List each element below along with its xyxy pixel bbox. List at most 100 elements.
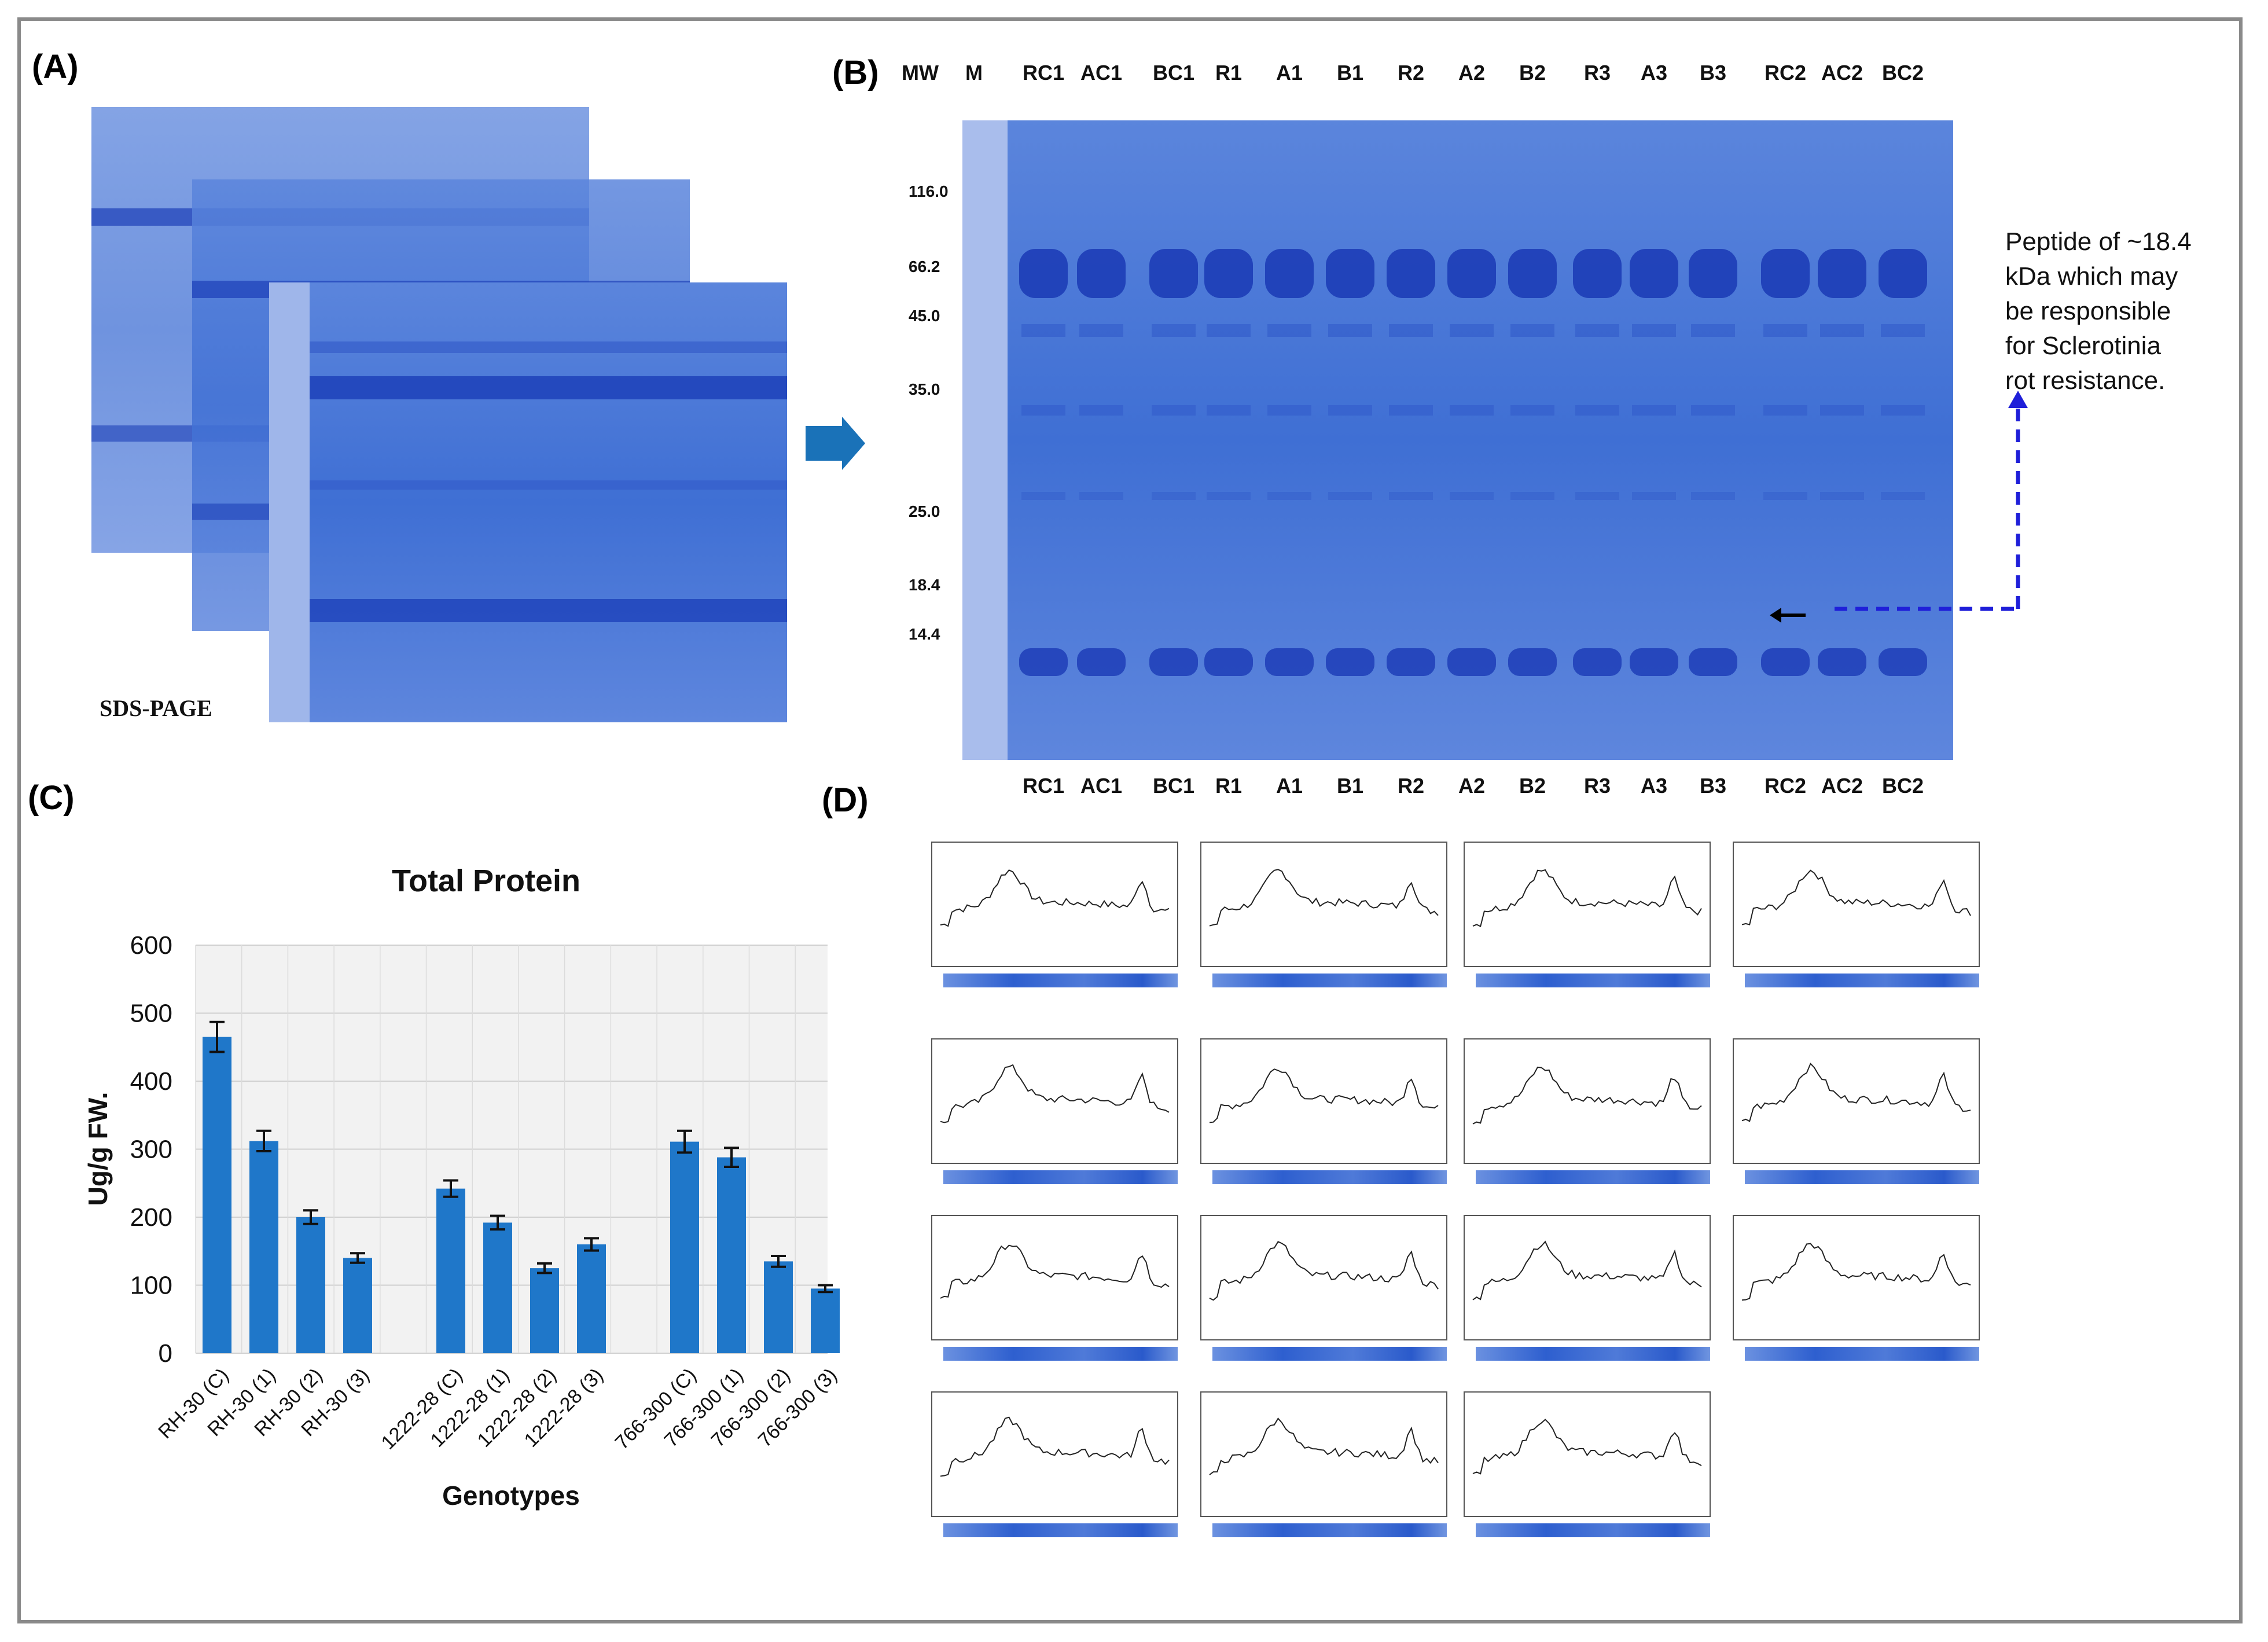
- annotation-line-2: kDa which may: [2005, 262, 2178, 291]
- band-14kda: [1630, 648, 1678, 676]
- densitometry-plot: [931, 1038, 1178, 1184]
- density-trace: [940, 1416, 1170, 1477]
- lane-label-bottom: R2: [1398, 774, 1424, 798]
- bar: [483, 1222, 512, 1353]
- band-66kda: [1630, 249, 1678, 298]
- band-14kda: [1508, 648, 1557, 676]
- lane-label-bottom: B2: [1519, 774, 1546, 798]
- band-66kda: [1689, 249, 1737, 298]
- bar: [249, 1141, 278, 1353]
- lane-strip: [943, 1523, 1178, 1537]
- lane-strip: [1212, 974, 1447, 987]
- y-tick-label: 500: [130, 1000, 172, 1028]
- band-14kda: [1019, 648, 1068, 676]
- lane-label-bottom: B1: [1337, 774, 1363, 798]
- gel-image-front: [269, 282, 787, 722]
- density-trace: [1472, 1419, 1702, 1475]
- lane-label-top: B2: [1519, 61, 1546, 85]
- x-axis-label: Genotypes: [442, 1481, 580, 1511]
- band-14kda: [1447, 648, 1496, 676]
- band-14kda: [1204, 648, 1253, 676]
- lane-strip: [1212, 1523, 1447, 1537]
- densitometry-plot: [1464, 842, 1711, 987]
- lane-strip: [1476, 1523, 1710, 1537]
- lane-strip: [943, 1170, 1178, 1184]
- density-trace: [1472, 1066, 1702, 1125]
- band-66kda: [1149, 249, 1198, 298]
- y-tick-label: 100: [130, 1272, 172, 1300]
- mw-marker-label: 25.0: [909, 502, 940, 520]
- lane-strip: [1212, 1347, 1447, 1361]
- lane-label-bottom: AC1: [1080, 774, 1122, 798]
- lane-label-bottom: R1: [1215, 774, 1242, 798]
- mw-marker-label: 66.2: [909, 258, 940, 275]
- mw-marker-label: 116.0: [909, 182, 949, 200]
- densitometry-plot: [1733, 842, 1980, 987]
- lane-labels-bottom: RC1 AC1 BC1 R1 A1 B1 R2 A2 B2 R3 A3 B3 RC2 AC2 BC2: [1023, 774, 1924, 798]
- mw-marker-label: 18.4: [909, 576, 940, 594]
- bar: [811, 1288, 840, 1353]
- band-14kda: [1689, 648, 1737, 676]
- band-14kda: [1879, 648, 1927, 676]
- lane-label-bottom: RC1: [1023, 774, 1064, 798]
- lane-label-top: B1: [1337, 61, 1363, 85]
- lane-label-bottom: RC2: [1765, 774, 1806, 798]
- header-m: M: [965, 61, 983, 85]
- band-66kda: [1204, 249, 1253, 298]
- densitometry-plot: [931, 1215, 1178, 1361]
- density-trace: [1472, 1240, 1702, 1301]
- band-66kda: [1265, 249, 1314, 298]
- header-mw: MW: [902, 61, 939, 85]
- lane-label-top: AC1: [1080, 61, 1122, 85]
- lane-label-top: A1: [1276, 61, 1303, 85]
- density-trace: [1209, 869, 1439, 927]
- densitometry-plot: [1200, 1391, 1447, 1537]
- lane-label-bottom: A3: [1641, 774, 1667, 798]
- annotation-line-5: rot resistance.: [2005, 366, 2165, 395]
- lane-label-top: R2: [1398, 61, 1424, 85]
- lane-label-top: BC2: [1882, 61, 1924, 85]
- band-66kda: [1077, 249, 1126, 298]
- lane-label-top: RC2: [1765, 61, 1806, 85]
- y-tick-label: 400: [130, 1067, 172, 1096]
- bar: [670, 1141, 699, 1353]
- lane-label-top: R3: [1584, 61, 1611, 85]
- bar: [436, 1188, 465, 1353]
- band-66kda: [1879, 249, 1927, 298]
- density-trace: [1209, 1068, 1439, 1123]
- bar: [577, 1244, 606, 1353]
- lane-strip: [943, 1347, 1178, 1361]
- bar: [530, 1268, 559, 1353]
- densitometry-plot: [931, 1391, 1178, 1537]
- densitometry-plot: [1200, 1038, 1447, 1184]
- annotation-line-3: be responsible: [2005, 297, 2171, 325]
- band-14kda: [1573, 648, 1622, 676]
- band-66kda: [1573, 249, 1622, 298]
- figure-border: [17, 17, 2243, 1623]
- lane-strip: [1745, 1170, 1979, 1184]
- lane-label-top: A3: [1641, 61, 1667, 85]
- band-14kda: [1761, 648, 1810, 676]
- band-66kda: [1508, 249, 1557, 298]
- bar: [296, 1217, 325, 1353]
- bar: [343, 1258, 372, 1353]
- panel-a-label: (A): [32, 48, 79, 86]
- mw-markers: 116.0 66.2 45.0 35.0 25.0 18.4 14.4: [909, 182, 949, 643]
- density-trace: [940, 869, 1170, 927]
- panel-d-label: (D): [822, 781, 869, 819]
- lane-label-bottom: AC2: [1821, 774, 1863, 798]
- mw-marker-label: 35.0: [909, 380, 940, 398]
- annotation-line-1: Peptide of ~18.4: [2005, 227, 2192, 256]
- y-tick-label: 600: [130, 931, 172, 960]
- lane-label-bottom: A1: [1276, 774, 1303, 798]
- y-tick-label: 0: [159, 1339, 172, 1368]
- band-14kda: [1818, 648, 1866, 676]
- chart-title: Total Protein: [392, 864, 580, 898]
- panel-b-label: (B): [832, 54, 879, 91]
- densitometry-plot: [1733, 1038, 1980, 1184]
- band-66kda: [1326, 249, 1374, 298]
- density-trace: [1472, 869, 1702, 928]
- band-14kda: [1387, 648, 1435, 676]
- bar: [203, 1037, 231, 1353]
